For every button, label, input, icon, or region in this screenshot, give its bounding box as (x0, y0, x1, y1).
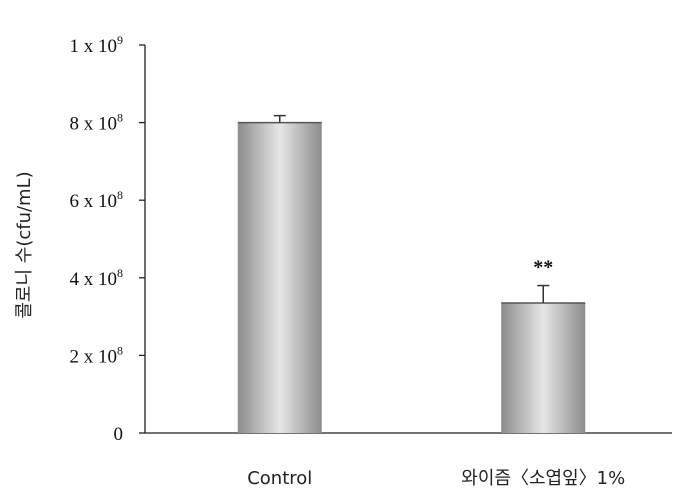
y-tick-label: 4 x 108 (70, 266, 124, 290)
bar (237, 122, 322, 433)
axes (144, 45, 672, 434)
bar (501, 303, 586, 433)
category-label: 와이즘〈소엽잎〉1% (461, 468, 625, 489)
category-label: Control (247, 468, 312, 489)
y-tick-label: 1 x 109 (70, 33, 124, 57)
y-axis-title: 콜로니 수(cfu/mL) (14, 171, 35, 318)
y-tick-label: 0 (114, 424, 124, 445)
y-tick-label: 2 x 108 (70, 343, 124, 367)
y-tick-label: 6 x 108 (70, 188, 124, 212)
significance-label: ** (533, 257, 553, 279)
y-tick-label: 8 x 108 (70, 111, 124, 135)
